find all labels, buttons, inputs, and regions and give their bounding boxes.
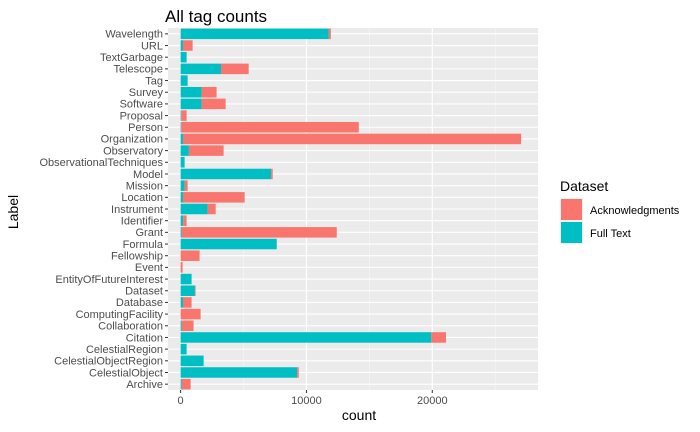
bar-full-text-TextGarbage	[180, 51, 187, 63]
bar-full-text-Telescope	[180, 63, 221, 75]
bar-full-text-Tag	[180, 75, 188, 86]
y-tick-label: Citation	[126, 332, 163, 344]
bar-acknowledgments-Model	[271, 168, 273, 180]
bar-acknowledgments-Mission	[184, 180, 188, 191]
y-tick-label: Person	[128, 122, 163, 134]
bar-acknowledgments-Identifier	[183, 215, 187, 226]
bar-full-text-Database	[180, 297, 183, 308]
bar-full-text-CelestialObjectRegion	[180, 355, 204, 367]
y-tick-label: CelestialObjectRegion	[54, 356, 163, 368]
chart-title: All tag counts	[165, 7, 267, 26]
bar-full-text-Survey	[180, 86, 202, 98]
bar-acknowledgments-Citation	[431, 332, 447, 343]
y-tick-label: CelestialRegion	[86, 344, 163, 356]
bar-acknowledgments-Location	[182, 192, 245, 203]
y-tick-label: Fellowship	[111, 251, 163, 263]
bar-full-text-Model	[180, 168, 272, 180]
bar-full-text-Organization	[180, 133, 183, 145]
bar-acknowledgments-Collaboration	[181, 320, 194, 332]
legend-key-acknowledgments	[561, 199, 582, 220]
x-tick-label: 10000	[291, 395, 322, 407]
bar-full-text-Dataset	[180, 285, 195, 296]
bar-acknowledgments-Wavelength	[328, 28, 331, 40]
bar-full-text-Collaboration	[180, 320, 182, 332]
y-tick-label: Identifier	[121, 215, 164, 227]
legend-label-acknowledgments: Acknowledgments	[590, 205, 680, 217]
x-tick-label: 0	[178, 395, 184, 407]
x-axis-label: count	[342, 407, 376, 423]
y-tick-label: EntityOfFutureInterest	[55, 274, 163, 286]
y-tick-label: Mission	[126, 180, 163, 192]
bar-acknowledgments-CelestialObject	[297, 367, 299, 378]
bar-acknowledgments-Organization	[182, 133, 522, 145]
y-tick-label: ComputingFacility	[76, 309, 164, 321]
x-tick-label: 20000	[417, 395, 448, 407]
bar-full-text-Proposal	[180, 110, 182, 121]
bar-full-text-Instrument	[180, 203, 208, 215]
bar-full-text-Person	[180, 122, 182, 133]
y-tick-label: Collaboration	[98, 321, 163, 333]
bar-acknowledgments-Dataset	[194, 285, 196, 296]
bar-acknowledgments-Software	[201, 98, 226, 110]
bar-acknowledgments-Observatory	[188, 145, 224, 156]
bar-acknowledgments-Fellowship	[180, 250, 200, 261]
y-tick-label: Dataset	[125, 286, 163, 298]
y-tick-label: Location	[121, 192, 163, 204]
bar-full-text-URL	[180, 40, 183, 51]
bar-full-text-Mission	[180, 180, 185, 191]
bar-full-text-ObservationalTechniques	[180, 157, 185, 168]
bar-acknowledgments-ComputingFacility	[180, 308, 201, 320]
y-tick-label: Grant	[135, 227, 163, 239]
y-tick-label: Database	[116, 297, 163, 309]
y-tick-label: Tag	[145, 75, 163, 87]
bar-acknowledgments-Telescope	[220, 63, 249, 75]
legend-label-full-text: Full Text	[590, 228, 631, 240]
bar-full-text-Identifier	[180, 215, 184, 226]
bar-acknowledgments-Instrument	[207, 203, 216, 215]
bar-full-text-Citation	[180, 332, 432, 343]
y-tick-label: Wavelength	[105, 29, 163, 41]
legend-key-full-text	[561, 222, 582, 243]
y-tick-label: Telescope	[113, 64, 163, 76]
bar-acknowledgments-Person	[181, 122, 359, 133]
bar-acknowledgments-Grant	[181, 227, 337, 238]
bar-full-text-Grant	[180, 227, 182, 238]
bar-acknowledgments-Archive	[181, 378, 191, 390]
y-tick-label: Instrument	[111, 204, 163, 216]
y-tick-label: URL	[141, 40, 163, 52]
y-tick-label: Archive	[126, 379, 163, 391]
bar-full-text-CelestialObject	[180, 367, 298, 378]
y-tick-label: Survey	[129, 87, 164, 99]
y-axis-label: Label	[5, 195, 21, 229]
y-tick-label: Model	[133, 169, 163, 181]
y-tick-label: Organization	[101, 134, 163, 146]
bar-full-text-Observatory	[180, 145, 189, 156]
y-tick-label: Formula	[123, 239, 164, 251]
bar-full-text-Software	[180, 98, 202, 110]
bar-acknowledgments-URL	[182, 40, 193, 51]
y-tick-label: CelestialObject	[89, 367, 163, 379]
legend: Dataset Acknowledgments Full Text	[560, 178, 680, 244]
bar-full-text-Wavelength	[180, 28, 329, 40]
bar-acknowledgments-Database	[182, 297, 192, 308]
bar-full-text-CelestialRegion	[180, 343, 187, 355]
y-tick-label: Software	[120, 99, 163, 111]
bar-acknowledgments-Survey	[201, 86, 217, 98]
y-tick-label: TextGarbage	[100, 52, 163, 64]
bar-full-text-Formula	[180, 238, 277, 250]
bar-acknowledgments-Proposal	[181, 110, 187, 121]
y-tick-label: Proposal	[120, 110, 163, 122]
bar-acknowledgments-Event	[180, 262, 183, 273]
y-tick-label: ObservationalTechniques	[39, 157, 163, 169]
bar-full-text-EntityOfFutureInterest	[180, 273, 192, 285]
bar-full-text-Archive	[180, 378, 182, 390]
y-tick-label: Observatory	[103, 145, 163, 157]
legend-title: Dataset	[560, 178, 608, 194]
y-tick-label: Event	[135, 262, 163, 274]
bar-full-text-Location	[180, 192, 183, 203]
